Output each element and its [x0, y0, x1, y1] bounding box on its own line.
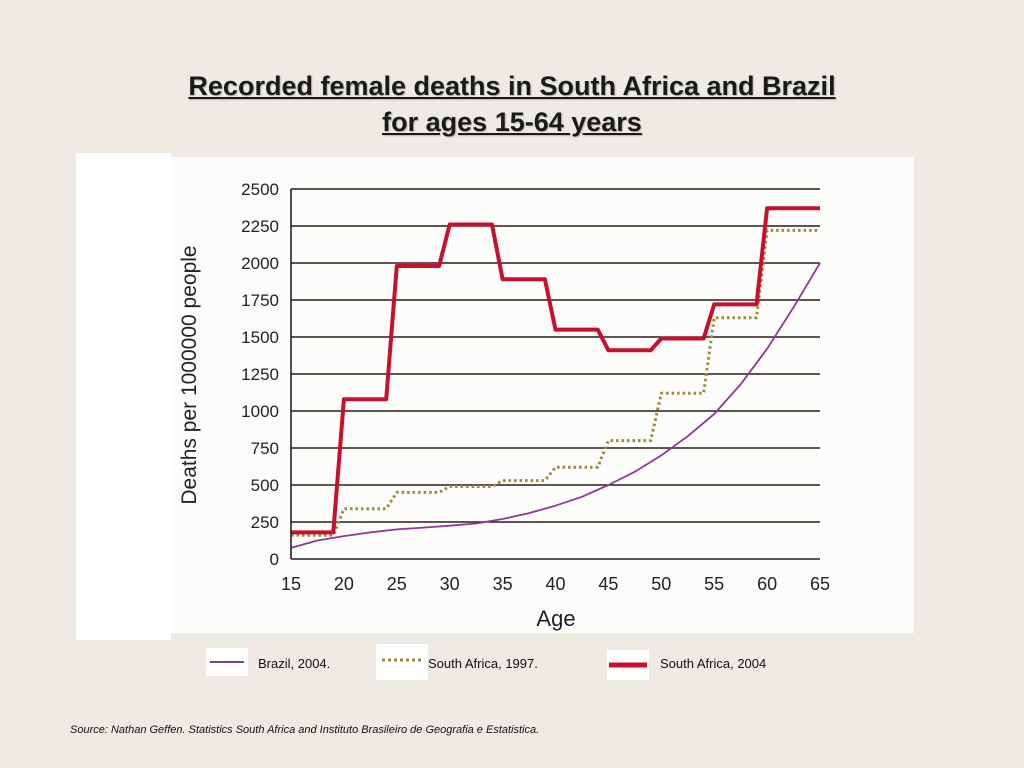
legend-label-brazil: Brazil, 2004.: [258, 656, 331, 671]
x-tick-label: 35: [493, 574, 513, 594]
y-tick-label: 500: [251, 476, 279, 495]
x-tick-label: 65: [810, 574, 830, 594]
y-tick-label: 1500: [241, 328, 279, 347]
y-axis-label: Deaths per 1000000 people: [178, 245, 201, 504]
title-line-1: Recorded female deaths in South Africa a…: [188, 71, 836, 101]
legend-swatch-brazil: [206, 648, 248, 676]
x-tick-label: 50: [651, 574, 671, 594]
x-tick-label: 15: [281, 574, 301, 594]
x-tick-label: 60: [757, 574, 777, 594]
legend-label-sa-2004: South Africa, 2004: [660, 656, 767, 671]
legend-swatch-sa-2004: [607, 650, 649, 680]
series-layer: [290, 206, 821, 549]
y-tick-label: 0: [270, 550, 279, 569]
x-tick-label: 55: [704, 574, 724, 594]
x-tick-label: 30: [440, 574, 460, 594]
y-tick-label: 250: [251, 513, 279, 532]
legend-swatch-sa-1997: [376, 644, 428, 680]
y-tick-label: 2500: [241, 180, 279, 199]
y-tick-label: 2000: [241, 254, 279, 273]
y-tick-label: 1750: [241, 291, 279, 310]
series-line-0: [290, 262, 821, 549]
y-tick-label: 2250: [241, 217, 279, 236]
series-line-1: [291, 228, 820, 537]
title-line-2: for ages 15-64 years: [382, 107, 642, 137]
x-tick-label: 40: [545, 574, 565, 594]
legend-label-sa-1997: South Africa, 1997.: [428, 656, 538, 671]
x-tick-label: 25: [387, 574, 407, 594]
y-tick-label: 750: [251, 439, 279, 458]
left-white-panel: [76, 153, 171, 640]
x-tick-label: 20: [334, 574, 354, 594]
grid-layer: [291, 188, 820, 523]
axis-layer: 0 250 500 750 1000 1250 1500 1750 2000 2250 2500 15…: [241, 180, 830, 594]
chart-title: Recorded female deaths in South Africa a…: [0, 68, 1024, 140]
chart-panel: [171, 157, 914, 633]
y-tick-label: 1250: [241, 365, 279, 384]
y-tick-label: 1000: [241, 402, 279, 421]
x-tick-label: 45: [598, 574, 618, 594]
x-axis-label: Age: [536, 606, 575, 631]
series-line-2: [291, 206, 820, 535]
source-note: Source: Nathan Geffen. Statistics South …: [70, 724, 540, 736]
